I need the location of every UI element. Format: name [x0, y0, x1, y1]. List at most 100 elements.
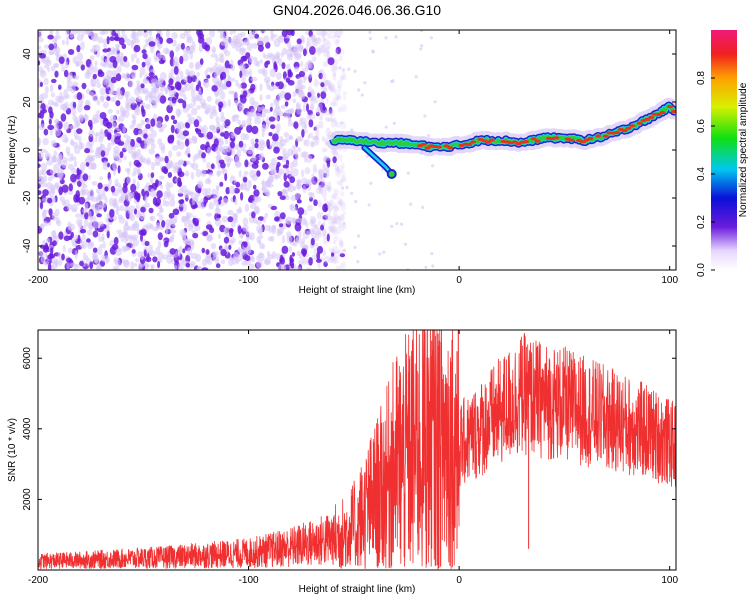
noise-blob [321, 72, 327, 81]
noise-blob [228, 185, 236, 195]
noise-blob [142, 89, 150, 95]
noise-blob [236, 149, 242, 158]
noise-blob [52, 185, 56, 195]
noise-blob [189, 62, 194, 69]
noise-blob [311, 254, 318, 261]
noise-blob [225, 80, 232, 88]
noise-blob [61, 159, 68, 169]
noise-blob [257, 36, 264, 46]
noise-blob [270, 124, 276, 130]
noise-blob [220, 54, 225, 64]
noise-blob [302, 185, 307, 194]
noise-blob [201, 187, 208, 196]
noise-blob [266, 179, 273, 185]
colorbar: 0.0 0.2 0.4 0.6 0.8 Normalized spectral ampl… [696, 30, 749, 277]
noise-blob [321, 189, 327, 198]
noise-blob [190, 171, 195, 180]
noise-blob [227, 99, 231, 107]
noise-blob [150, 48, 155, 54]
noise-blob [231, 77, 236, 82]
noise-blob [323, 156, 331, 161]
noise-blob [301, 237, 306, 244]
noise-blob [332, 256, 340, 265]
noise-blob [239, 63, 246, 72]
noise-blob [174, 265, 178, 270]
noise-blob [232, 219, 238, 224]
noise-blob [69, 125, 76, 130]
noise-blob [219, 91, 226, 100]
noise-blob [133, 44, 141, 53]
noise-blob [336, 95, 343, 101]
noise-blob [316, 30, 322, 36]
noise-blob [102, 163, 108, 171]
noise-blob [176, 151, 182, 157]
noise-blob [131, 53, 135, 63]
noise-blob [271, 139, 277, 148]
noise-blob [238, 240, 243, 245]
noise-blob [327, 41, 332, 49]
noise-speck [378, 252, 382, 256]
noise-blob [340, 203, 346, 212]
noise-blob [126, 38, 131, 46]
noise-blob [194, 127, 199, 133]
noise-blob [216, 170, 221, 177]
noise-blob [224, 119, 231, 127]
noise-blob [322, 36, 326, 42]
noise-blob [97, 71, 105, 78]
noise-blob [95, 79, 100, 84]
track-peak [568, 138, 575, 142]
noise-blob [113, 236, 119, 245]
noise-blob [342, 210, 346, 216]
noise-blob [243, 39, 250, 46]
noise-blob [265, 94, 271, 100]
noise-blob [202, 230, 209, 237]
noise-blob [222, 198, 229, 205]
noise-blob [332, 162, 338, 167]
noise-blob [305, 154, 313, 164]
noise-blob [309, 35, 314, 43]
noise-blob [315, 107, 321, 115]
noise-blob [110, 137, 115, 146]
noise-blob [65, 30, 70, 36]
noise-blob [250, 156, 257, 162]
noise-blob [189, 162, 195, 168]
noise-blob [130, 102, 137, 111]
noise-blob [186, 75, 193, 84]
noise-blob [334, 39, 340, 46]
noise-blob [279, 136, 284, 143]
noise-blob [295, 136, 302, 143]
noise-blob [232, 35, 239, 44]
noise-blob [132, 115, 137, 122]
noise-blob [322, 162, 326, 170]
noise-blob [206, 131, 214, 140]
noise-blob [307, 134, 311, 140]
noise-blob [263, 259, 271, 265]
noise-blob [289, 52, 293, 58]
noise-blob [102, 48, 109, 53]
noise-blob [228, 239, 234, 246]
noise-blob [221, 215, 229, 223]
noise-blob [193, 194, 199, 203]
noise-blob [141, 61, 146, 68]
noise-blob [228, 244, 232, 250]
noise-blob [40, 256, 46, 264]
noise-blob [294, 66, 300, 72]
noise-blob [47, 67, 51, 72]
noise-blob [251, 162, 259, 169]
noise-blob [289, 176, 296, 184]
noise-blob [328, 84, 333, 91]
noise-blob [63, 121, 70, 131]
noise-blob [253, 189, 260, 197]
noise-blob [310, 237, 315, 246]
noise-blob [62, 244, 66, 253]
noise-speck [365, 154, 369, 158]
noise-blob [208, 172, 214, 177]
noise-blob [61, 39, 65, 46]
noise-blob [65, 39, 69, 46]
noise-blob [216, 121, 221, 130]
noise-blob [165, 162, 172, 169]
noise-blob [206, 235, 214, 242]
noise-blob [286, 170, 293, 176]
noise-blob [296, 183, 302, 190]
noise-blob [177, 262, 184, 270]
